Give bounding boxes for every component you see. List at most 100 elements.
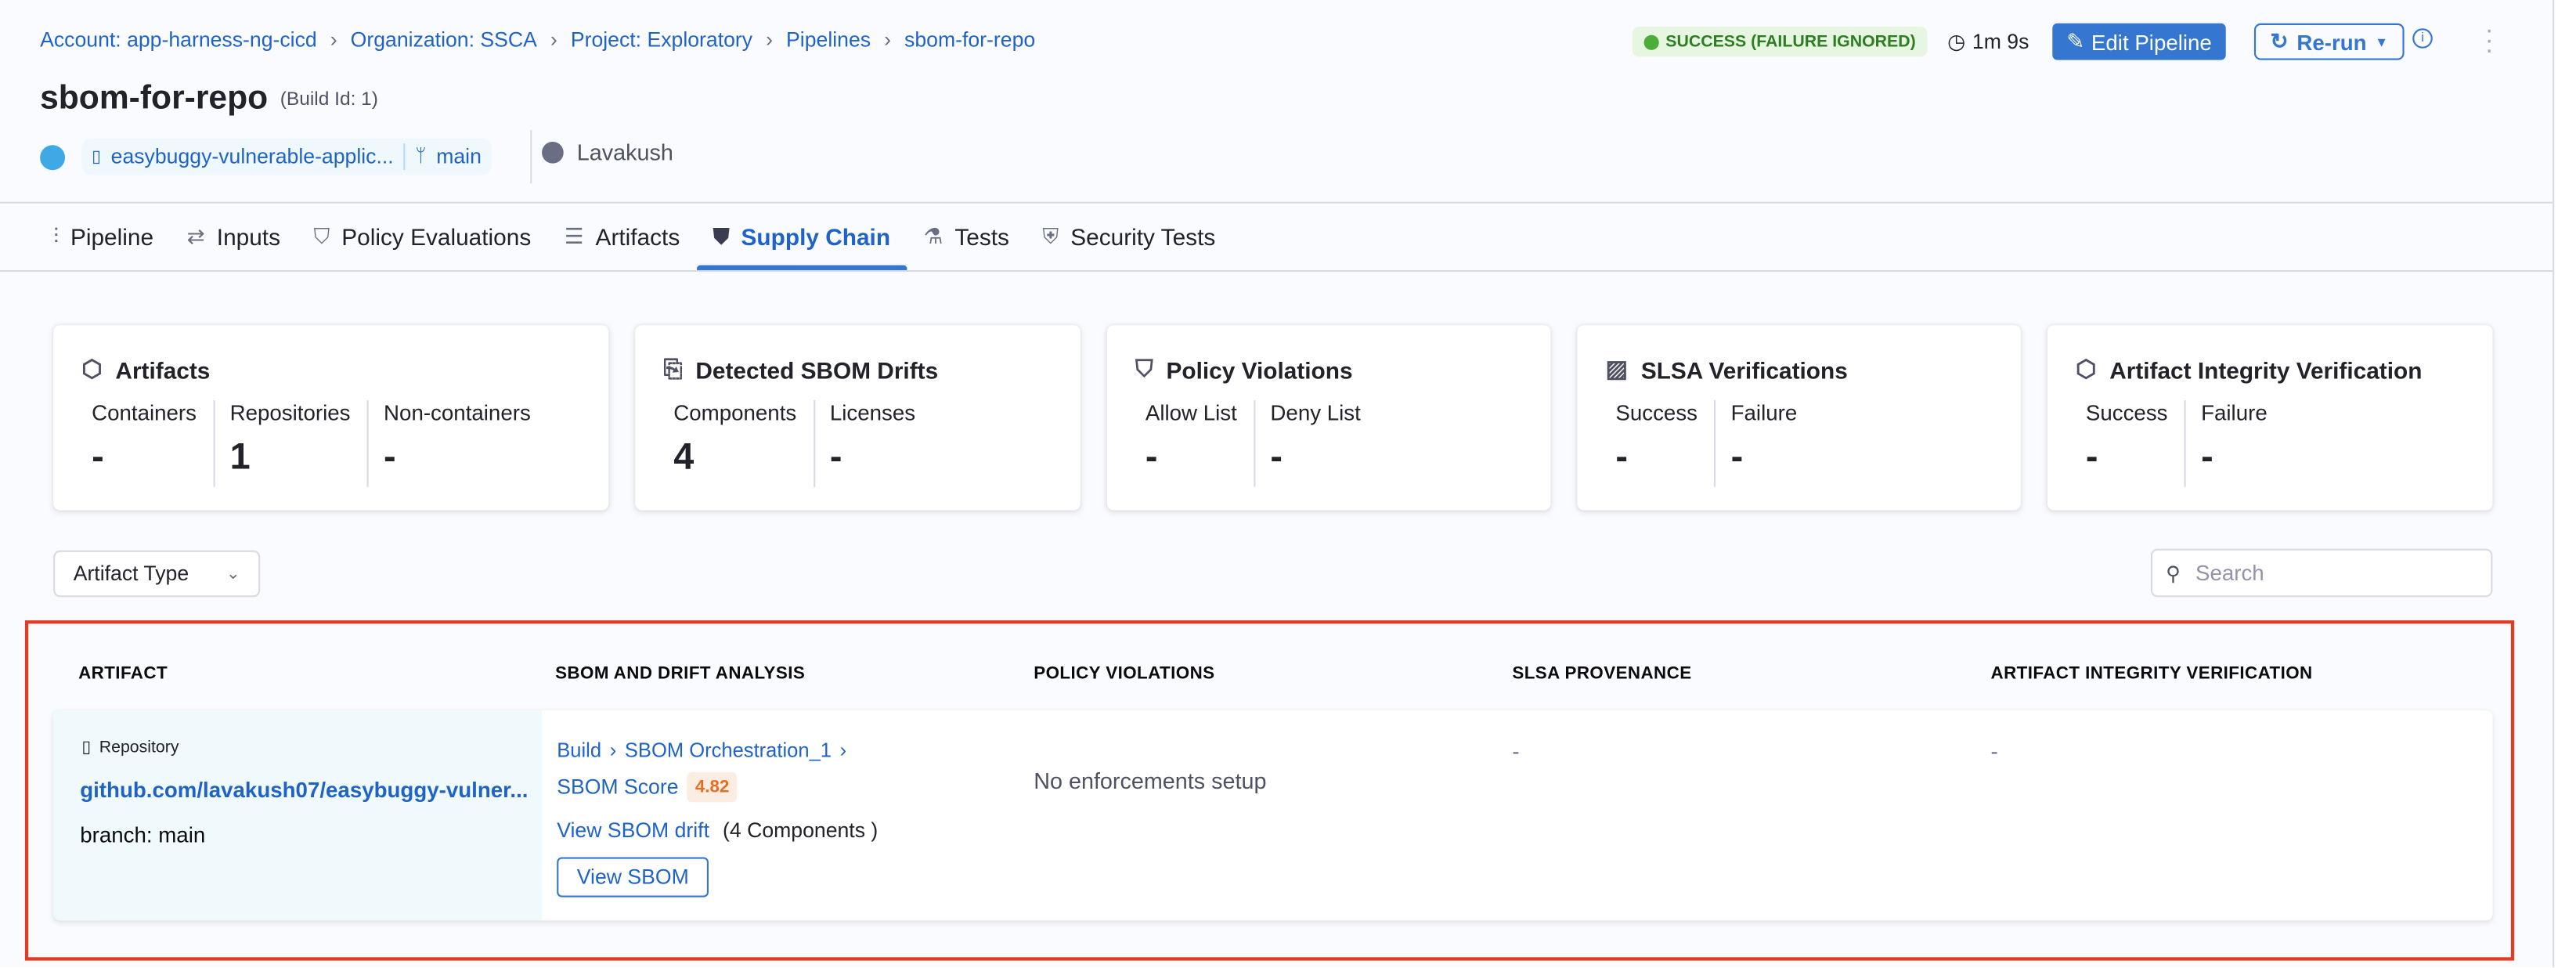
branch-icon: ᛘ [415, 146, 427, 167]
tab-tests[interactable]: ⚗ Tests [907, 204, 1026, 270]
sbom-drift-icon: ⎘ [663, 355, 683, 382]
card-metric: Allow List - [1145, 400, 1256, 487]
card-metric: Components 4 [673, 400, 815, 487]
sbom-score-badge: 4.82 [687, 771, 738, 803]
breadcrumb-pipeline[interactable]: sbom-for-repo [904, 28, 1036, 52]
summary-card-artifact-integrity-verification: ⬡ Artifact Integrity Verification Success -… [2047, 325, 2493, 511]
search-box[interactable]: ⚲ [2150, 548, 2493, 598]
branch-name: main [436, 145, 482, 169]
status-badge: SUCCESS (FAILURE IGNORED) [1632, 27, 1928, 57]
drift-count: (4 Components ) [723, 818, 879, 843]
chevron-down-icon: ⌄ [225, 564, 240, 583]
sbom-score: SBOM Score 4.82 [557, 771, 738, 803]
summary-card-policy-violations: ⛉ Policy Violations Allow List - Deny List - [1106, 325, 1551, 511]
user-icon [542, 141, 564, 164]
chevron-right-icon: › [330, 28, 337, 52]
triggered-by: Lavakush [542, 140, 673, 165]
table-row: ▯ Repository github.com/lavakush07/easybu… [53, 710, 2493, 921]
tab-policy-evaluations[interactable]: ⛉ Policy Evaluations [297, 204, 547, 270]
flask-icon: ⚗ [923, 223, 943, 249]
tab-pipeline[interactable]: ⫶ Pipeline [53, 204, 170, 270]
metric-value: - [1615, 435, 1628, 478]
pencil-icon: ✎ [2066, 28, 2085, 54]
metric-value: - [829, 435, 842, 478]
artifact-cell: ▯ Repository github.com/lavakush07/easybu… [53, 710, 543, 921]
artifact-link[interactable]: github.com/lavakush07/easybuggy-vulner..… [80, 777, 529, 803]
tab-artifacts[interactable]: ☰ Artifacts [548, 204, 697, 270]
artifact-type-label: Artifact Type [73, 562, 189, 586]
metric-label: Non-containers [384, 400, 531, 425]
card-metric: Failure - [1731, 400, 1814, 487]
card-metric: Deny List - [1270, 400, 1377, 487]
edit-pipeline-button[interactable]: ✎ Edit Pipeline [2052, 23, 2226, 60]
orchestration-path: Build › SBOM Orchestration_1 › [557, 739, 846, 762]
tab-label: Supply Chain [741, 223, 891, 251]
security-icon: ⛨ [1042, 223, 1059, 249]
summary-card-detected-sbom-drifts: ⎘ Detected SBOM Drifts Components 4 Licenses… [635, 325, 1081, 511]
search-input[interactable] [2192, 558, 2483, 587]
chevron-right-icon: › [839, 739, 847, 763]
breadcrumb: Account: app-harness-ng-cicd › Organizati… [40, 28, 1035, 52]
card-title: SLSA Verifications [1640, 356, 1848, 383]
col-header-integrity: ARTIFACT INTEGRITY VERIFICATION [1990, 663, 2313, 684]
card-title: Policy Violations [1166, 356, 1353, 383]
repository-icon: ▯ [92, 147, 101, 166]
success-icon [1643, 34, 1659, 49]
breadcrumb-account[interactable]: Account: app-harness-ng-cicd [40, 28, 317, 52]
metric-value: - [2201, 435, 2213, 478]
card-title: Artifact Integrity Verification [2109, 356, 2423, 383]
more-options-icon[interactable]: · · · [2484, 16, 2494, 66]
artifact-type: Repository [99, 739, 179, 757]
rerun-button[interactable]: ↻ Re-run ▼ [2253, 23, 2405, 60]
tab-label: Tests [954, 223, 1009, 251]
tab-bar: ⫶ Pipeline ⇄ Inputs ⛉ Policy Evaluations ☰ Arti… [53, 204, 1232, 270]
path-step-link[interactable]: SBOM Orchestration_1 [624, 739, 832, 763]
metric-label: Failure [1730, 400, 1798, 425]
metric-label: Containers [92, 400, 197, 425]
metric-label: Failure [2201, 400, 2268, 425]
metric-label: Success [2085, 400, 2168, 425]
view-sbom-button[interactable]: View SBOM [557, 857, 709, 898]
card-metric: Failure - [2201, 400, 2284, 487]
tab-inputs[interactable]: ⇄ Inputs [170, 204, 297, 270]
path-build-link[interactable]: Build [557, 739, 602, 763]
info-icon[interactable]: i [2412, 28, 2433, 49]
user-name: Lavakush [576, 139, 673, 165]
metric-label: Components [673, 400, 797, 425]
col-header-slsa: SLSA PROVENANCE [1512, 663, 1692, 684]
refresh-icon: ↻ [2270, 28, 2289, 54]
tab-supply-chain[interactable]: ⛊ Supply Chain [696, 204, 907, 270]
shield-check-icon: ⛉ [313, 223, 330, 249]
col-header-policy: POLICY VIOLATIONS [1034, 663, 1215, 684]
search-icon: ⚲ [2166, 561, 2181, 585]
artifacts-icon: ☰ [564, 223, 584, 249]
tab-security-tests[interactable]: ⛨ Security Tests [1026, 204, 1232, 270]
integrity-value: - [1990, 739, 1998, 764]
metric-value: - [1730, 435, 1744, 478]
tab-label: Pipeline [70, 223, 154, 251]
card-metric: Repositories 1 [230, 400, 369, 487]
view-sbom-drift-link[interactable]: View SBOM drift [557, 818, 709, 843]
metric-label: Repositories [229, 400, 351, 425]
card-metric: Containers - [92, 400, 215, 487]
repository-icon: ▯ [81, 739, 92, 757]
slsa-icon: ▨ [1605, 355, 1628, 382]
artifact-type-dropdown[interactable]: Artifact Type ⌄ [53, 550, 261, 598]
pipeline-icon: ⫶ [53, 223, 60, 249]
summary-card-artifacts: ⬡ Artifacts Containers - Repositories 1 Non-co… [53, 325, 609, 511]
metric-value: - [384, 435, 396, 478]
policy-violations-value: No enforcements setup [1034, 768, 1267, 794]
breadcrumb-pipelines[interactable]: Pipelines [786, 28, 871, 52]
cube-icon: ⬡ [81, 355, 103, 382]
breadcrumb-org[interactable]: Organization: SSCA [350, 28, 537, 52]
breadcrumb-project[interactable]: Project: Exploratory [570, 28, 753, 52]
col-header-sbom: SBOM AND DRIFT ANALYSIS [555, 663, 806, 684]
rerun-label: Re-run [2296, 29, 2367, 55]
metric-value: - [92, 435, 104, 478]
summary-card-slsa-verifications: ▨ SLSA Verifications Success - Failure - [1577, 325, 2021, 511]
policy-icon: ⛉ [1135, 355, 1153, 382]
chevron-right-icon: › [609, 739, 617, 763]
status-text: SUCCESS (FAILURE IGNORED) [1665, 32, 1916, 51]
repo-chip[interactable]: ▯ easybuggy-vulnerable-applic... ᛘ main [81, 138, 492, 175]
metric-label: Success [1615, 400, 1698, 425]
